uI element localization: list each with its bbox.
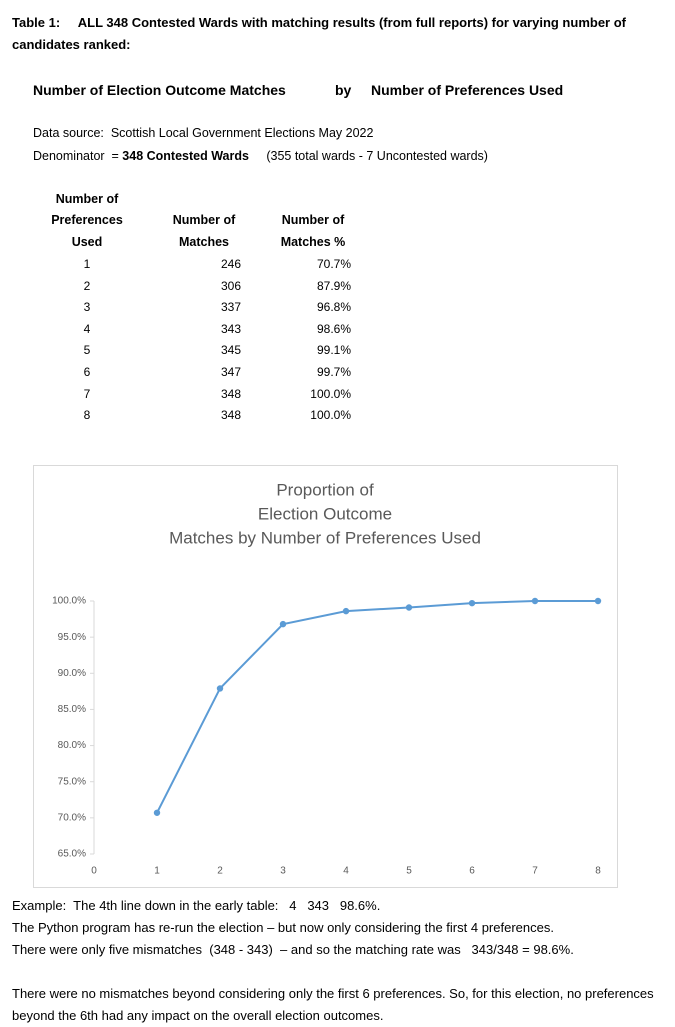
note: There were only five mismatches (348 - 3… <box>12 942 574 957</box>
x-tick-label: 3 <box>280 866 286 877</box>
denominator-value: 348 Contested Wards <box>122 149 249 163</box>
data-source: Data source: Scottish Local Government E… <box>33 126 374 140</box>
table-cell: 99.7% <box>316 365 351 379</box>
table-cell: 337 <box>220 300 241 315</box>
x-tick-label: 1 <box>154 866 160 877</box>
table-cell: 343 <box>220 321 241 336</box>
chart-title: Election Outcome <box>258 504 392 523</box>
table-cell: 306 <box>220 278 241 293</box>
x-tick-label: 7 <box>532 866 538 877</box>
series-line <box>156 600 598 814</box>
table-header: Number of <box>172 213 236 227</box>
data-point <box>531 597 539 605</box>
y-tick-label: 70.0% <box>58 812 86 823</box>
table-cell: 87.9% <box>316 278 351 293</box>
table-cell: 348 <box>220 386 241 401</box>
x-tick-label: 8 <box>595 866 601 877</box>
table-header: Matches <box>178 234 230 249</box>
x-tick-label: 5 <box>406 866 412 877</box>
y-tick-label: 95.0% <box>58 632 86 643</box>
table-cell: 70.7% <box>316 257 351 271</box>
data-point <box>342 607 350 615</box>
x-tick-label: 6 <box>469 866 475 877</box>
y-tick-label: 100.0% <box>52 596 86 607</box>
table-cell: 100.0% <box>310 386 351 401</box>
denominator-label: Denominator = <box>33 149 119 163</box>
x-tick-label: 4 <box>343 866 349 877</box>
table-cell: 96.8% <box>316 300 351 315</box>
chart: Proportion of Election Outcome Matches by … <box>33 465 618 888</box>
caption-label: Table 1: <box>12 15 61 30</box>
y-tick-label: 65.0% <box>58 849 86 860</box>
data-point <box>279 620 287 628</box>
table-header: Preferences <box>51 213 123 227</box>
table-cell: 1 <box>83 257 91 271</box>
table-caption: Table 1: ALL 348 Contested Wards with ma… <box>12 12 667 56</box>
x-tick-label: 0 <box>91 866 97 877</box>
table-header: Matches % <box>280 234 346 249</box>
y-tick-label: 90.0% <box>58 668 86 679</box>
table-cell: 345 <box>220 343 241 358</box>
data-point <box>153 809 161 816</box>
data-point <box>405 604 413 611</box>
table-cell: 7 <box>83 386 91 401</box>
table-cell: 6 <box>83 365 91 379</box>
table-cell: 8 <box>83 408 91 423</box>
table-cell: 347 <box>220 365 241 379</box>
table-cell: 4 <box>83 321 91 336</box>
y-tick-label: 75.0% <box>58 776 86 787</box>
x-tick-label: 2 <box>217 866 223 877</box>
heading-middle: by <box>335 82 352 98</box>
table-cell: 5 <box>83 343 91 358</box>
table-header: Number of <box>55 191 119 206</box>
table-cell: 246 <box>220 257 241 271</box>
note: The Python program has re-run the electi… <box>12 920 554 935</box>
caption-text: ALL 348 Contested Wards with matching re… <box>12 15 630 52</box>
table-header: Number of <box>281 213 345 227</box>
heading-left: Number of Election Outcome Matches <box>33 82 286 98</box>
chart-title: Matches by Number of Preferences Used <box>169 528 481 547</box>
table-header: Used <box>71 234 103 249</box>
conclusion: There were no mismatches beyond consider… <box>12 986 654 1023</box>
table-cell: 348 <box>220 408 241 423</box>
data-point <box>216 685 224 692</box>
data-point <box>594 597 602 605</box>
table-cell: 100.0% <box>310 408 351 423</box>
table-cell: 2 <box>83 278 91 293</box>
denominator-note: (355 total wards - 7 Uncontested wards) <box>266 149 488 163</box>
table-cell: 99.1% <box>316 343 351 358</box>
denominator: Denominator = 348 Contested Wards (355 t… <box>33 149 488 163</box>
table-cell: 3 <box>83 300 91 315</box>
heading-right: Number of Preferences Used <box>371 82 564 98</box>
note: Example: The 4th line down in the early … <box>12 898 381 913</box>
data-point <box>468 599 476 607</box>
y-tick-label: 85.0% <box>58 704 86 715</box>
chart-title: Proportion of <box>276 480 374 499</box>
table-cell: 98.6% <box>316 321 351 336</box>
y-tick-label: 80.0% <box>58 740 86 751</box>
